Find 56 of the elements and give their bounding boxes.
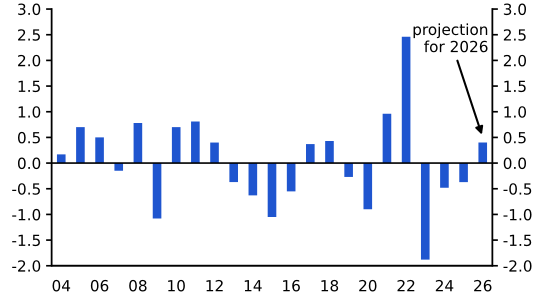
x-tick-label: 04: [52, 280, 70, 292]
x-tick-label: 08: [129, 280, 147, 292]
bar: [478, 142, 488, 164]
bar: [76, 127, 85, 164]
y2-tick-label: 1.0: [504, 106, 526, 118]
y-tick-label: -1.5: [12, 234, 40, 246]
x-tick-label: 22: [398, 280, 414, 292]
bar: [95, 137, 104, 164]
y-tick-label: -0.5: [12, 183, 40, 195]
bar: [286, 163, 296, 192]
y2-tick-label: 0.0: [504, 158, 526, 170]
y-tick-label: 1.5: [18, 80, 40, 92]
bar: [306, 144, 315, 164]
y-tick-label: 0.0: [18, 158, 40, 170]
x-tick-label: 10: [168, 280, 185, 292]
bar: [172, 127, 181, 164]
bar: [152, 163, 162, 219]
bar: [134, 123, 142, 164]
y-tick-label: -2.0: [12, 260, 40, 272]
y2-tick-label: -1.0: [503, 208, 532, 220]
bar: [268, 163, 276, 217]
y2-tick-label: 2.5: [504, 29, 526, 41]
bar: [191, 121, 200, 164]
y2-tick-label: -0.5: [503, 183, 532, 195]
bar: [363, 163, 372, 210]
y-tick-label: 3.0: [18, 4, 40, 16]
y2-tick-label: -1.5: [503, 234, 532, 246]
annotation: projection for 2026: [414, 23, 488, 52]
bar: [420, 163, 430, 260]
y-tick-label: 2.5: [18, 29, 40, 41]
x-tick-label: 06: [90, 280, 108, 292]
bar: [344, 163, 353, 177]
x-tick-label: 12: [206, 280, 223, 292]
y-tick-label: -1.0: [12, 208, 40, 220]
x-tick-label: 26: [474, 280, 492, 292]
x-tick-label: 20: [359, 280, 376, 292]
bar: [459, 163, 468, 182]
y2-tick-label: 3.0: [504, 4, 526, 16]
x-tick-label: 16: [283, 280, 300, 292]
bar: [382, 114, 392, 164]
y2-tick-label: -2.0: [503, 260, 532, 272]
x-tick-label: 18: [321, 280, 338, 292]
bar: [210, 142, 219, 164]
y2-tick-label: 2.0: [504, 54, 526, 66]
bar: [229, 163, 238, 182]
bar: [440, 163, 449, 188]
x-tick-label: 24: [436, 280, 454, 292]
y-tick-label: 2.0: [18, 54, 40, 66]
y-tick-label: 1.0: [18, 106, 40, 118]
bar: [402, 36, 410, 164]
x-tick-label: 14: [244, 280, 262, 292]
bar: [325, 141, 334, 164]
y2-tick-label: 1.5: [504, 80, 526, 92]
y-tick-label: 0.5: [18, 132, 40, 144]
bar: [248, 163, 258, 196]
y2-tick-label: 0.5: [504, 132, 526, 144]
